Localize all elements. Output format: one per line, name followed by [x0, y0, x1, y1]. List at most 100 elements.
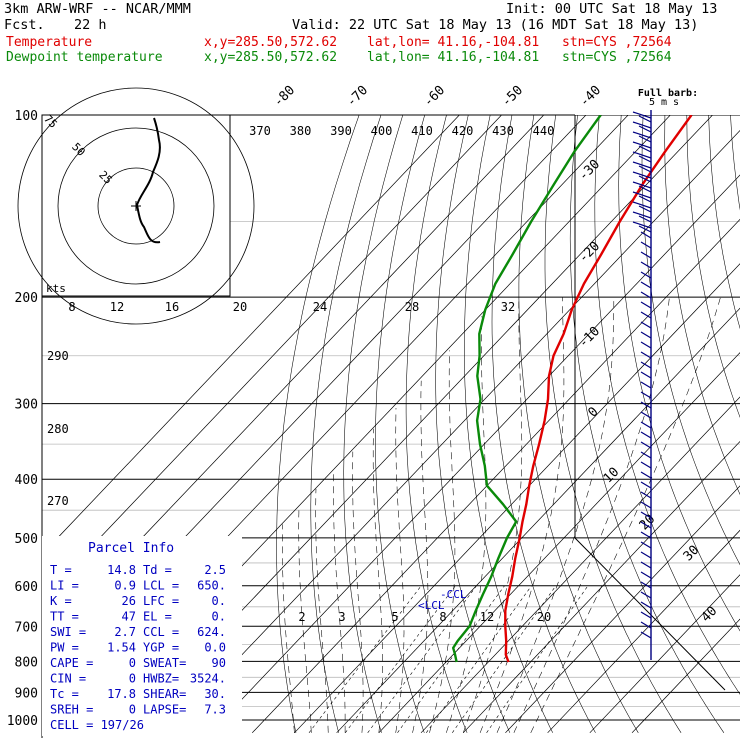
- isotherm-line: [378, 352, 740, 734]
- parcel-info-value: 14.8: [107, 563, 136, 577]
- mixing-ratio-line: [486, 585, 589, 733]
- wind-barb: [640, 391, 652, 399]
- wind-barb: [640, 571, 652, 579]
- wind-barb: [640, 421, 652, 429]
- parcel-info-value: 0.: [212, 610, 226, 624]
- wind-barb: [632, 121, 652, 129]
- isotherm-label: -50: [499, 83, 526, 110]
- theta-label: 270: [47, 494, 69, 508]
- moist-adiabat-line: [446, 316, 487, 733]
- moist-adiabat-line: [429, 350, 456, 733]
- dry-adiabat-line: [544, 115, 682, 733]
- parcel-info-value: 2.5: [204, 563, 226, 577]
- dry-adiabat-line: [310, 115, 382, 733]
- wind-barb: [632, 181, 652, 189]
- init-time: Init: 00 UTC Sat 18 May 13: [506, 1, 718, 17]
- wind-barb: [640, 581, 652, 589]
- theta-label: 290: [47, 349, 69, 363]
- wind-barb: [640, 341, 652, 349]
- wind-barb: [640, 261, 652, 269]
- wind-barb: [640, 441, 652, 449]
- legend-dewpoint: Dewpoint temperature: [6, 50, 163, 65]
- dewpoint-latlon: lat,lon= 41.16,-104.81: [367, 50, 540, 65]
- mixing-ratio-line: [367, 585, 477, 733]
- mixing-ratio-label: 5: [391, 610, 398, 624]
- parcel-info-title: Parcel Info: [88, 541, 174, 556]
- wind-barb: [640, 471, 652, 479]
- moist-adiabat-line: [496, 297, 615, 733]
- parcel-info-value: 650.: [197, 579, 226, 593]
- parcel-info-panel: [42, 536, 242, 736]
- isotherm-line: [336, 307, 740, 734]
- parcel-info-key: Td =: [143, 563, 172, 577]
- pressure-tick-label: 700: [15, 620, 38, 635]
- isotherm-line: [589, 574, 740, 734]
- moist-adiabat-line: [352, 451, 364, 733]
- moist-adiabat-line: [282, 524, 295, 733]
- speed-axis-label: 12: [110, 300, 124, 314]
- wind-barb: [640, 521, 652, 529]
- moist-adiabat-line: [315, 488, 329, 733]
- mixing-ratio-label: 12: [480, 610, 494, 624]
- parcel-info-key: EL =: [143, 610, 172, 624]
- theta-label: 390: [330, 124, 352, 138]
- wind-barb: [638, 195, 652, 203]
- parcel-info-key: LFC =: [143, 594, 179, 608]
- isotherm-label: -70: [344, 83, 371, 110]
- wind-barb: [632, 201, 652, 209]
- parcel-info-key: PW =: [50, 641, 79, 655]
- mixing-ratio-label: 20: [537, 610, 551, 624]
- mixing-ratio-line: [345, 585, 456, 733]
- parcel-info-value: 0: [129, 703, 136, 717]
- wind-barb: [638, 185, 652, 193]
- forecast-hour: 22 h: [74, 17, 107, 33]
- wind-barb: [638, 145, 652, 153]
- wind-barb: [640, 631, 652, 639]
- pressure-tick-label: 400: [15, 473, 38, 488]
- wind-barb: [640, 451, 652, 459]
- mixing-ratio-line: [308, 585, 422, 733]
- parcel-info-key: CIN =: [50, 672, 86, 686]
- isotherm-line: [505, 485, 740, 734]
- isotherm-line: [209, 174, 740, 734]
- mixing-ratio-label: 3: [338, 610, 345, 624]
- right-diagonal-border: [574, 537, 726, 691]
- hodograph-ring: [97, 167, 175, 245]
- wind-barb: [640, 501, 652, 509]
- parcel-info-value: 0.9: [114, 579, 136, 593]
- isotherm-label: 20: [637, 512, 659, 534]
- parcel-info-key: SWI =: [50, 625, 86, 639]
- parcel-info-key: CAPE =: [50, 656, 93, 670]
- pressure-tick-label: 900: [15, 686, 38, 701]
- wind-barb: [632, 111, 652, 119]
- parcel-info-key: T =: [50, 563, 72, 577]
- wind-barb: [640, 561, 652, 569]
- theta-label: 410: [411, 124, 433, 138]
- dry-adiabat-line: [686, 115, 740, 418]
- dewpoint-station: stn=CYS ,72564: [562, 50, 672, 65]
- isotherm-line: [294, 263, 740, 734]
- dry-adiabat-line: [618, 115, 740, 632]
- isotherm-label: 30: [681, 543, 703, 565]
- dry-adiabat-line: [641, 115, 740, 566]
- wind-barb: [640, 371, 652, 379]
- mixing-ratio-label: 8: [439, 610, 446, 624]
- wind-barb: [640, 431, 652, 439]
- isotherm-label: -30: [576, 157, 603, 184]
- isotherm-label: -20: [576, 239, 603, 266]
- dry-adiabat-line: [518, 115, 639, 733]
- wind-barb: [638, 125, 652, 133]
- wind-barb: [640, 621, 652, 629]
- theta-label: 430: [492, 124, 514, 138]
- parcel-info-value: 90: [212, 656, 226, 670]
- isotherm-line: [42, 115, 460, 555]
- wind-barb: [632, 191, 652, 199]
- legend-temperature: Temperature: [6, 35, 93, 50]
- parcel-info-value: 3524.: [190, 672, 226, 686]
- wind-barb: [640, 301, 652, 309]
- speed-axis-label: 16: [165, 300, 179, 314]
- wind-barb: [638, 165, 652, 173]
- parcel-info-key: Tc =: [50, 687, 79, 701]
